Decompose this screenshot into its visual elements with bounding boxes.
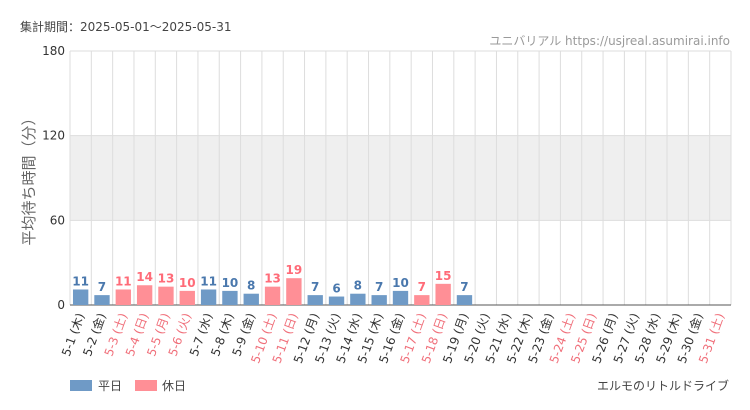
site-credit: ユニバリアル https://usjreal.asumirai.info <box>489 34 730 48</box>
bar <box>243 293 259 305</box>
bar <box>222 290 238 305</box>
data-label: 7 <box>418 280 426 294</box>
data-label: 11 <box>115 274 132 288</box>
data-label: 8 <box>354 279 362 293</box>
bar <box>72 289 89 305</box>
bar <box>392 290 409 305</box>
y-tick-label: 120 <box>42 129 65 143</box>
shaded-band <box>70 135 731 221</box>
data-label: 11 <box>72 274 89 288</box>
bar <box>94 295 110 305</box>
bar <box>328 296 345 305</box>
bar <box>286 278 302 305</box>
bar <box>136 285 153 305</box>
data-label: 7 <box>311 280 319 294</box>
legend-swatch-holiday <box>135 380 157 391</box>
data-label: 7 <box>98 280 106 294</box>
bar <box>350 293 366 305</box>
bar <box>179 290 195 305</box>
bar <box>200 289 217 305</box>
bar <box>456 295 473 305</box>
bar <box>307 295 323 305</box>
data-label: 10 <box>179 276 196 290</box>
y-tick-label: 0 <box>57 298 65 312</box>
data-label: 15 <box>435 269 452 283</box>
legend-label-holiday: 休日 <box>162 379 186 393</box>
data-label: 14 <box>136 270 153 284</box>
bar <box>435 283 451 305</box>
y-axis-label: 平均待ち時間（分） <box>20 110 38 245</box>
bar <box>264 286 281 305</box>
data-label: 7 <box>375 280 383 294</box>
legend-item-holiday[interactable]: 休日 <box>135 379 186 393</box>
grid-lines <box>69 50 732 306</box>
bar <box>158 286 174 305</box>
legend-label-weekday: 平日 <box>98 379 122 393</box>
legend-item-weekday[interactable]: 平日 <box>70 379 122 393</box>
bar <box>371 295 387 305</box>
legend-swatch-weekday <box>70 380 92 391</box>
data-label: 10 <box>392 276 409 290</box>
data-label: 8 <box>247 279 255 293</box>
bar <box>115 289 131 305</box>
data-label: 13 <box>264 272 281 286</box>
data-label: 19 <box>286 263 303 277</box>
x-ticks: 5-1 (木)5-2 (金)5-3 (土)5-4 (日)5-5 (月)5-6 (… <box>59 311 727 365</box>
y-ticks: 0 60 120 180 <box>42 44 65 312</box>
y-tick-label: 60 <box>50 213 65 227</box>
bar <box>414 295 430 305</box>
data-label: 7 <box>460 280 468 294</box>
data-label: 10 <box>222 276 239 290</box>
bars <box>72 278 473 305</box>
legend[interactable]: 平日 休日 <box>70 379 186 393</box>
y-tick-label: 180 <box>42 44 65 58</box>
data-label: 11 <box>200 274 217 288</box>
data-label: 6 <box>332 282 340 296</box>
attraction-name: エルモのリトルドライブ <box>597 378 729 393</box>
period-label: 集計期間：2025-05-01～2025-05-31 <box>20 19 231 34</box>
data-label: 13 <box>158 272 175 286</box>
